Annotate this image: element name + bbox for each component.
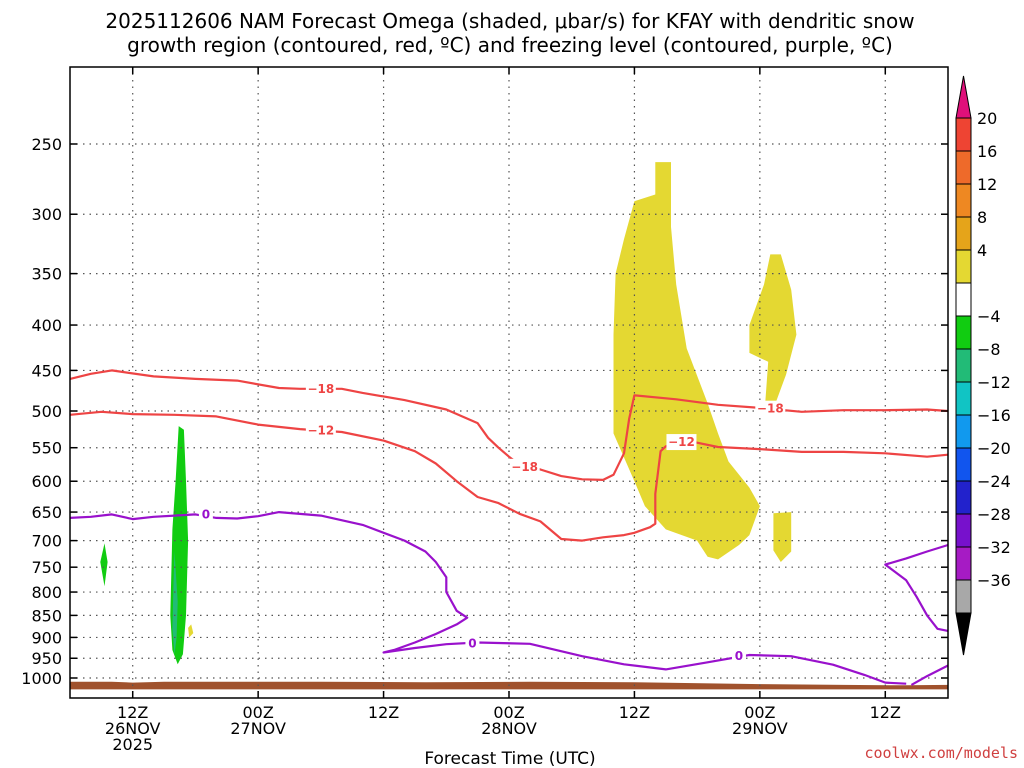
colorbar-label-0: 20	[977, 109, 997, 128]
plot-frame	[69, 66, 949, 699]
shaded-region-teal-column	[172, 551, 178, 655]
contour-label-18-1: −18	[511, 460, 538, 474]
y-tick-label-950: 950	[31, 649, 62, 668]
y-tick-label-850: 850	[31, 606, 62, 625]
y-tick-label-900: 900	[31, 628, 62, 647]
colorbar-arrow-bottom	[955, 612, 972, 656]
contour-label-12-0: −12	[307, 424, 334, 438]
contour-label-18-2: −18	[757, 402, 784, 416]
colorbar-arrow-top	[955, 75, 972, 119]
contour-label-12-1: −12	[668, 435, 695, 449]
contour-label-0-upper-2: 0	[735, 649, 743, 663]
credit-text: coolwx.com/models	[864, 744, 1018, 762]
y-tick-label-350: 350	[31, 265, 62, 284]
colorbar-label-8: −16	[977, 406, 1011, 425]
omega-shading	[70, 162, 948, 690]
colorbar-label-5: −4	[977, 307, 1001, 326]
contour-12	[69, 410, 949, 542]
y-tick-label-550: 550	[31, 439, 62, 458]
shaded-region-yellow-blob	[773, 512, 792, 562]
colorbar-label-7: −12	[977, 373, 1011, 392]
y-tick-label-650: 650	[31, 503, 62, 522]
contour-label-18-0: −18	[307, 382, 334, 396]
contour-label-bg	[509, 458, 540, 475]
contour-label-0-upper-0: 0	[202, 507, 210, 521]
contour-label-bg	[305, 422, 336, 439]
colorbar-swatch-6	[955, 315, 972, 350]
x-tick-label-24-1: 00Z	[242, 703, 273, 722]
colorbar: 20 16 12 8 4 −4 −8 −12 −16 −20 −24 −28 −32 −36	[955, 75, 1011, 656]
colorbar-swatch-3	[955, 216, 972, 251]
contour-label-bg	[731, 647, 746, 664]
shaded-region-yellow-right	[749, 254, 797, 405]
colorbar-swatch-10	[955, 447, 972, 482]
chart-title-line-2: growth region (contoured, red, ºC) and f…	[127, 33, 893, 57]
contour-label-bg	[755, 400, 786, 417]
colorbar-swatch-12	[955, 513, 972, 548]
colorbar-label-9: −20	[977, 439, 1011, 458]
x-tick-label-24-2: 27NOV	[230, 719, 286, 738]
shaded-region-yellow-dot	[188, 624, 194, 638]
y-axis-ticks: 250 300 350 400 450 500 550 600 650 700 750 800 850 9…	[21, 135, 948, 688]
colorbar-label-6: −8	[977, 340, 1001, 359]
shaded-region-yellow-main	[613, 162, 760, 560]
colorbar-swatch-14	[955, 579, 972, 614]
colorbar-swatch-2	[955, 183, 972, 218]
colorbar-label-4: 4	[977, 241, 987, 260]
y-tick-label-250: 250	[31, 135, 62, 154]
y-tick-label-750: 750	[31, 558, 62, 577]
colorbar-swatch-11	[955, 480, 972, 515]
x-tick-label-72-2: 29NOV	[732, 719, 788, 738]
y-tick-label-400: 400	[31, 316, 62, 335]
x-tick-label-36-1: 12Z	[368, 703, 399, 722]
contour-label-bg	[666, 434, 697, 451]
x-tick-label-84-1: 12Z	[870, 703, 901, 722]
colorbar-swatch-4	[955, 249, 972, 284]
colorbar-swatch-7	[955, 348, 972, 383]
colorbar-label-10: −24	[977, 472, 1011, 491]
colorbar-swatch-1	[955, 150, 972, 185]
colorbar-swatch-13	[955, 546, 972, 581]
colorbar-label-2: 12	[977, 175, 997, 194]
x-tick-label-12-2: 26NOV	[105, 719, 161, 738]
contour-label-bg	[465, 635, 480, 652]
grid-lines	[70, 67, 948, 698]
colorbar-swatch-0	[955, 117, 972, 152]
y-tick-label-600: 600	[31, 472, 62, 491]
contour-label-0-upper-1: 0	[468, 636, 476, 650]
colorbar-swatch-8	[955, 381, 972, 416]
y-tick-label-800: 800	[31, 583, 62, 602]
contour-0-right-upper	[884, 543, 949, 632]
y-tick-label-700: 700	[31, 532, 62, 551]
contour-label-bg	[198, 506, 213, 523]
colorbar-swatch-9	[955, 414, 972, 449]
colorbar-swatch-5	[955, 282, 972, 317]
x-tick-label-12-1: 12Z	[117, 703, 148, 722]
colorbar-label-12: −32	[977, 538, 1011, 557]
colorbar-label-11: −28	[977, 505, 1011, 524]
shaded-region-green-small	[100, 543, 108, 587]
contour-lines	[69, 369, 949, 686]
y-tick-label-300: 300	[31, 205, 62, 224]
x-tick-label-72-1: 00Z	[744, 703, 775, 722]
colorbar-label-13: −36	[977, 571, 1011, 590]
x-tick-label-48-2: 28NOV	[481, 719, 537, 738]
x-tick-label-60-1: 12Z	[619, 703, 650, 722]
contour-label-bg	[305, 380, 336, 397]
colorbar-label-1: 16	[977, 142, 997, 161]
chart-title-line-1: 2025112606 NAM Forecast Omega (shaded, μ…	[105, 9, 914, 33]
y-tick-label-1000: 1000	[21, 669, 62, 688]
colorbar-label-3: 8	[977, 208, 987, 227]
x-tick-label-48-1: 00Z	[493, 703, 524, 722]
y-tick-label-450: 450	[31, 361, 62, 380]
y-tick-label-500: 500	[31, 402, 62, 421]
contour-0-right-lower	[910, 664, 949, 686]
x-tick-label-12-3: 2025	[112, 735, 153, 754]
x-axis-label: Forecast Time (UTC)	[424, 749, 595, 768]
contour-labels: −18 −18 −18 −12 −12 0 0 0	[198, 380, 786, 664]
